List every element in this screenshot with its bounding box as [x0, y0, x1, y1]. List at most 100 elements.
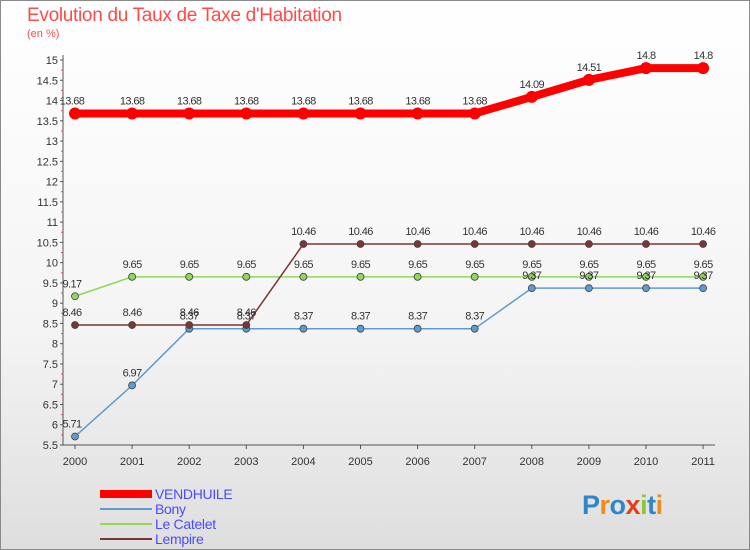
data-point: [242, 272, 251, 281]
logo-letter: t: [647, 490, 656, 520]
data-point: [126, 107, 139, 120]
data-point: [642, 240, 650, 248]
data-label: 8.37: [465, 311, 484, 323]
data-point: [183, 107, 196, 120]
data-label: 14.8: [636, 50, 655, 62]
data-point: [585, 272, 593, 281]
data-point: [299, 240, 308, 248]
data-label: 10.46: [634, 226, 659, 238]
data-point: [185, 272, 194, 281]
data-label: 10.46: [691, 226, 716, 238]
data-point: [71, 292, 79, 301]
data-point: [297, 107, 310, 120]
x-tick-label: 2001: [120, 456, 144, 468]
legend-swatch: [100, 489, 152, 498]
y-tick-label: 15: [46, 55, 58, 67]
series-line-lempire: [74, 243, 704, 326]
y-tick-label: 8: [52, 339, 58, 351]
x-tick-label: 2009: [577, 456, 601, 468]
data-label: 13.68: [120, 95, 145, 107]
y-tick-label: 12.5: [37, 156, 58, 168]
data-label: 13.68: [291, 95, 316, 107]
x-tick-label: 2007: [462, 456, 486, 468]
data-point: [585, 284, 593, 293]
data-label: 8.37: [180, 311, 199, 323]
data-label: 9.37: [636, 270, 655, 282]
y-tick-label: 7: [52, 379, 58, 391]
data-label: 9.65: [465, 259, 484, 271]
data-point: [470, 324, 479, 333]
data-label: 8.46: [123, 307, 142, 319]
y-tick-label: 14: [46, 96, 58, 108]
data-label: 9.65: [351, 259, 370, 271]
data-point: [128, 321, 137, 329]
data-point: [356, 272, 365, 281]
legend-label: Le Catelet: [155, 515, 216, 532]
data-point: [71, 432, 79, 441]
data-label: 9.65: [636, 259, 655, 271]
data-label: 9.37: [579, 270, 598, 282]
series-line-vendhuile: [71, 64, 708, 118]
data-point: [585, 240, 593, 248]
data-label: 9.65: [123, 259, 142, 271]
legend: VENDHUILE Bony Le Catelet Lempire: [100, 486, 233, 547]
y-tick-label: 11.5: [37, 197, 58, 209]
data-label: 10.46: [405, 226, 430, 238]
data-label: 10.46: [462, 226, 487, 238]
data-label: 13.68: [234, 95, 259, 107]
x-tick-label: 2010: [634, 456, 658, 468]
data-point: [642, 284, 650, 293]
series-layer: [69, 62, 710, 441]
data-label: 8.37: [351, 311, 370, 323]
data-point: [185, 321, 194, 329]
y-tick-label: 9.5: [43, 278, 58, 290]
data-point: [240, 107, 253, 120]
data-point: [699, 284, 707, 293]
y-tick-label: 13: [46, 136, 58, 148]
data-point: [642, 272, 650, 281]
data-point: [128, 381, 137, 390]
legend-label: Bony: [155, 500, 186, 517]
y-tick-label: 10.5: [37, 237, 58, 249]
data-label: 9.65: [237, 259, 256, 271]
data-point: [69, 107, 81, 120]
data-point: [413, 240, 422, 248]
y-tick-label: 14.5: [37, 75, 58, 87]
data-point: [640, 62, 652, 75]
data-labels-layer: 9.17 9.65 9.65 9.65 9.65 9.65 9.65 9.65 9.65 9.65…: [60, 50, 717, 430]
logo-letter: x: [625, 490, 641, 520]
logo-letter: r: [599, 490, 611, 520]
data-label: 14.09: [520, 79, 545, 91]
y-tick-label: 10: [46, 258, 58, 270]
data-point: [699, 272, 707, 281]
data-point: [413, 272, 422, 281]
data-label: 13.68: [177, 95, 202, 107]
data-point: [354, 107, 367, 120]
series-line-bony: [74, 287, 704, 438]
logo-letter: P: [582, 490, 600, 520]
x-tick-label: 2011: [691, 456, 715, 468]
data-point: [527, 284, 536, 293]
data-label: 8.37: [294, 311, 313, 323]
legend-item: VENDHUILE: [100, 486, 233, 502]
legend-swatch: [100, 522, 152, 525]
data-label: 10.46: [348, 226, 373, 238]
legend-swatch: [100, 507, 152, 510]
data-label: 10.46: [577, 226, 602, 238]
data-point: [71, 321, 79, 329]
data-label: 9.37: [694, 270, 713, 282]
data-label: 9.65: [694, 259, 713, 271]
data-point: [411, 107, 424, 120]
data-point: [356, 324, 365, 333]
data-label: 13.68: [462, 95, 487, 107]
data-point: [299, 272, 308, 281]
legend-label: Lempire: [155, 530, 204, 547]
data-point: [356, 240, 365, 248]
data-point: [699, 240, 707, 248]
data-label: 8.46: [180, 307, 199, 319]
data-label: 9.65: [294, 259, 313, 271]
y-tick-label: 6: [52, 420, 58, 432]
data-label: 8.37: [237, 311, 256, 323]
